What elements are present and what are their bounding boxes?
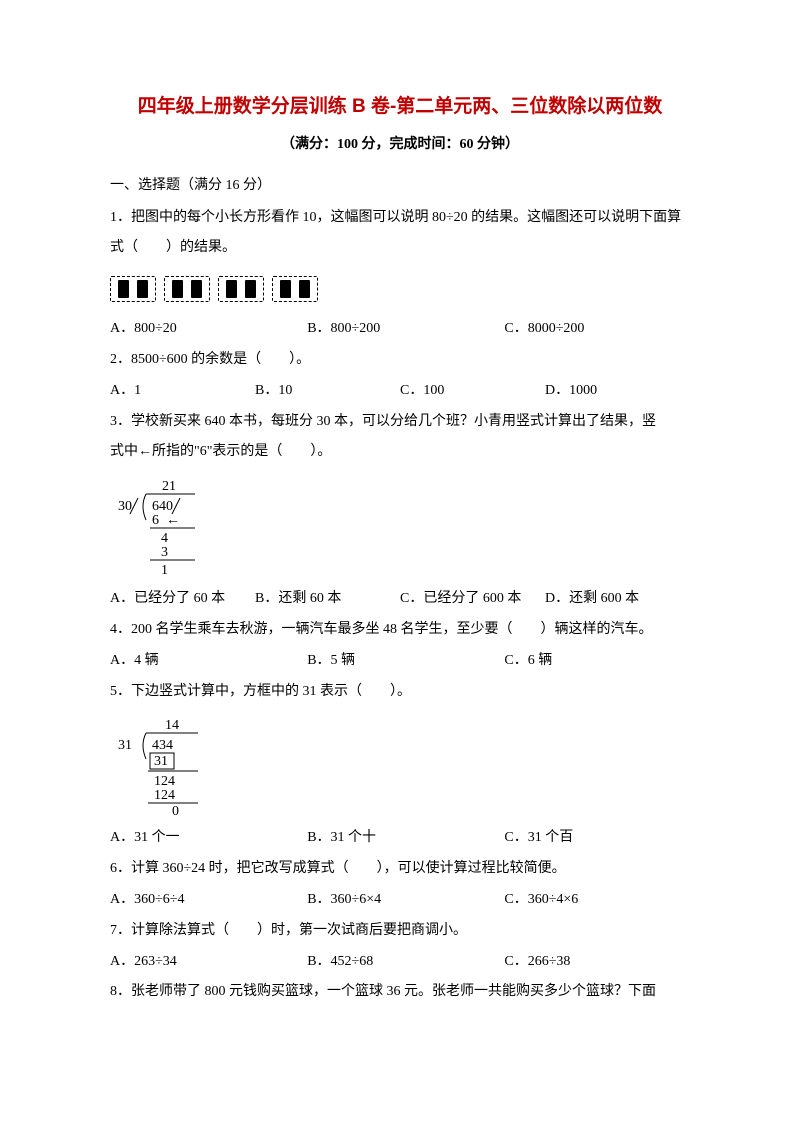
option-a: A．263÷34 [110,947,307,978]
question-3-text-l1: 3．学校新买来 640 本书，每班分 30 本，可以分给几个班？小青用竖式计算出… [110,407,690,438]
page-subtitle: （满分：100 分，完成时间：60 分钟） [110,132,690,157]
bar-icon [299,280,310,298]
bar-icon [172,280,183,298]
step-3: 3 [161,545,168,560]
arrow-icon: ← [166,513,180,528]
option-b: B．还剩 60 本 [255,584,400,615]
bar-icon [118,280,129,298]
question-5-text: 5．下边竖式计算中，方框中的 31 表示（ ）。 [110,677,690,708]
option-a: A．已经分了 60 本 [110,584,255,615]
bar-icon [280,280,291,298]
dividend: 434 [152,738,173,753]
option-a: A．31 个一 [110,823,307,854]
question-1: 1．把图中的每个小长方形看作 10，这幅图可以说明 80÷20 的结果。这幅图还… [110,203,690,265]
step-4: 1 [161,563,168,576]
option-a: A．4 辆 [110,646,307,677]
option-b: B．10 [255,376,400,407]
step-3: 124 [154,788,175,803]
option-c: C．100 [400,376,545,407]
option-a: A．800÷20 [110,314,307,345]
option-b: B．360÷6×4 [307,885,504,916]
step-2: 124 [154,774,175,789]
rect-group [272,276,318,302]
question-8: 8．张老师带了 800 元钱购买篮球，一个篮球 36 元。张老师一共能购买多少个… [110,977,690,1008]
page-title: 四年级上册数学分层训练 B 卷-第二单元两、三位数除以两位数 [110,90,690,124]
step-1: 31 [154,754,168,769]
question-8-text: 8．张老师带了 800 元钱购买篮球，一个篮球 36 元。张老师一共能购买多少个… [110,977,690,1008]
option-c: C．6 辆 [504,646,690,677]
option-a: A．1 [110,376,255,407]
option-c: C．8000÷200 [504,314,690,345]
question-7-text: 7．计算除法算式（ ）时，第一次试商后要把商调小。 [110,916,690,947]
option-d: D．还剩 600 本 [545,584,690,615]
option-c: C．31 个百 [504,823,690,854]
question-1-figure [110,272,690,306]
question-3-figure: 21 30 640 6 ← 4 3 1 [110,476,690,576]
question-1-text: 1．把图中的每个小长方形看作 10，这幅图可以说明 80÷20 的结果。这幅图还… [110,203,690,265]
divisor: 31 [118,738,132,753]
section-1-heading: 一、选择题（满分 16 分） [110,173,690,198]
question-2-options: A．1 B．10 C．100 D．1000 [110,376,690,407]
question-4: 4．200 名学生乘车去秋游，一辆汽车最多坐 48 名学生，至少要（ ）辆这样的… [110,615,690,646]
option-c: C．已经分了 600 本 [400,584,545,615]
question-5: 5．下边竖式计算中，方框中的 31 表示（ ）。 [110,677,690,708]
question-6-options: A．360÷6÷4 B．360÷6×4 C．360÷4×6 [110,885,690,916]
bar-icon [245,280,256,298]
question-7: 7．计算除法算式（ ）时，第一次试商后要把商调小。 [110,916,690,947]
option-b: B．452÷68 [307,947,504,978]
question-5-options: A．31 个一 B．31 个十 C．31 个百 [110,823,690,854]
option-b: B．5 辆 [307,646,504,677]
question-3-options: A．已经分了 60 本 B．还剩 60 本 C．已经分了 600 本 D．还剩 … [110,584,690,615]
question-2-text: 2．8500÷600 的余数是（ ）。 [110,345,690,376]
question-3-text-l2: 式中←所指的"6"表示的是（ ）。 [110,437,690,468]
rect-group [110,276,156,302]
question-4-text: 4．200 名学生乘车去秋游，一辆汽车最多坐 48 名学生，至少要（ ）辆这样的… [110,615,690,646]
step-4: 0 [172,804,179,815]
dividend: 640 [152,499,173,514]
question-3: 3．学校新买来 640 本书，每班分 30 本，可以分给几个班？小青用竖式计算出… [110,407,690,469]
question-6-text: 6．计算 360÷24 时，把它改写成算式（ ），可以使计算过程比较简便。 [110,854,690,885]
quotient: 21 [162,479,176,494]
bar-icon [137,280,148,298]
option-b: B．800÷200 [307,314,504,345]
divisor: 30 [118,499,132,514]
rect-group [218,276,264,302]
step-2: 4 [161,531,168,546]
step-1: 6 [152,513,159,528]
bar-icon [191,280,202,298]
option-d: D．1000 [545,376,690,407]
question-7-options: A．263÷34 B．452÷68 C．266÷38 [110,947,690,978]
question-4-options: A．4 辆 B．5 辆 C．6 辆 [110,646,690,677]
bar-icon [226,280,237,298]
rect-group [164,276,210,302]
option-a: A．360÷6÷4 [110,885,307,916]
option-c: C．360÷4×6 [504,885,690,916]
option-b: B．31 个十 [307,823,504,854]
option-c: C．266÷38 [504,947,690,978]
question-5-figure: 14 31 434 31 124 124 0 [110,715,690,815]
question-2: 2．8500÷600 的余数是（ ）。 [110,345,690,376]
quotient: 14 [165,718,179,733]
question-6: 6．计算 360÷24 时，把它改写成算式（ ），可以使计算过程比较简便。 [110,854,690,885]
question-1-options: A．800÷20 B．800÷200 C．8000÷200 [110,314,690,345]
